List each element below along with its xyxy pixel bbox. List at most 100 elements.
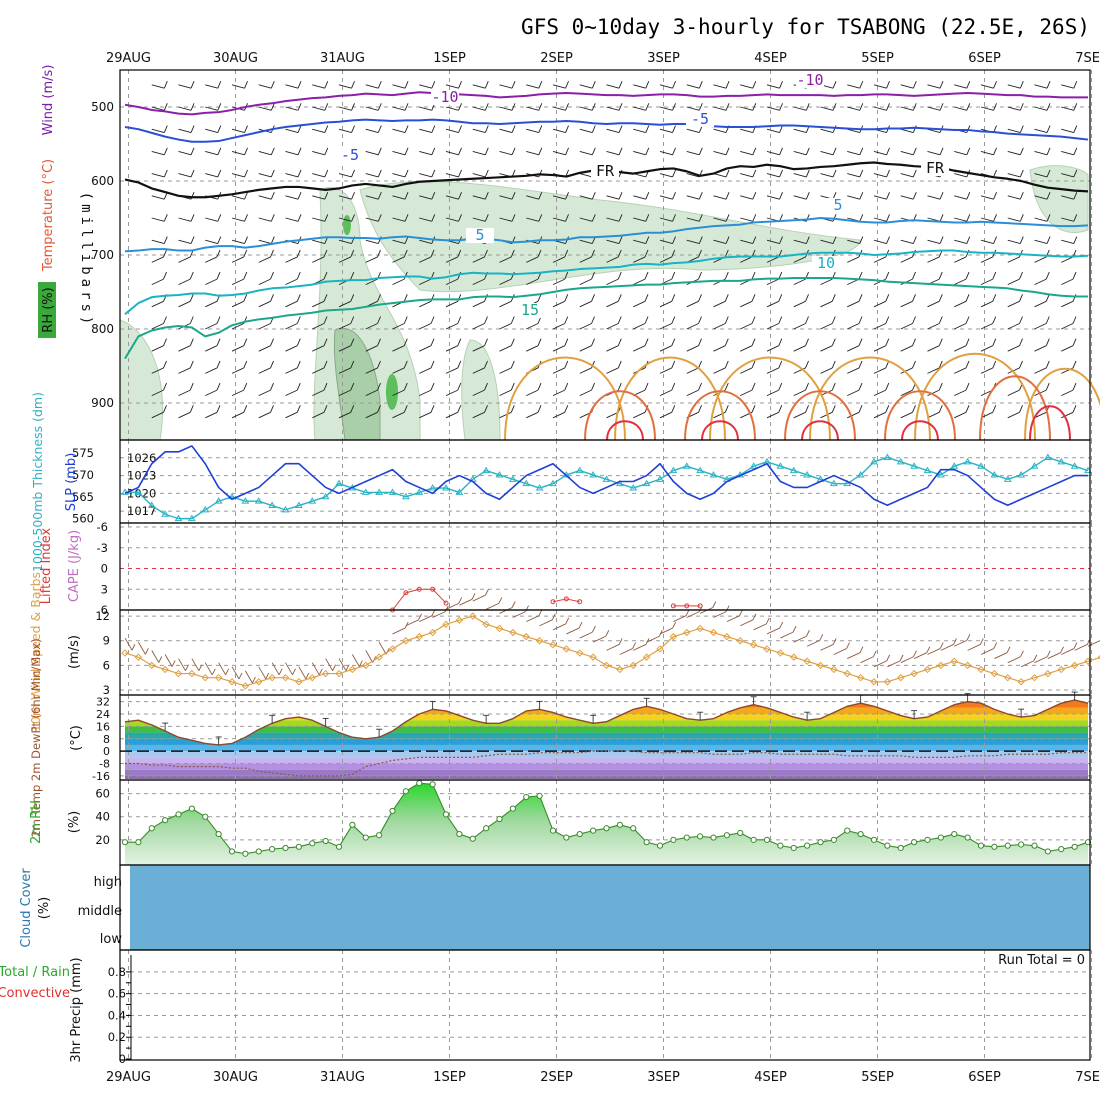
upper-wind-barb-flag [1073, 103, 1078, 111]
upper-wind-barb-flag [244, 125, 248, 133]
upper-wind-barb [419, 150, 432, 156]
upper-wind-barb [686, 195, 700, 200]
upper-wind-barb [392, 256, 405, 263]
upper-wind-barb [980, 278, 993, 286]
upper-wind-barb-flag [779, 191, 783, 200]
upper-wind-barb-flag [403, 360, 408, 369]
bottom-date-labels: 29AUG 30AUG 31AUG 1SEP 2SEP 3SEP 4SEP 5SEP 6SEP 7… [106, 1070, 1100, 1085]
upper-wind-barb [766, 300, 779, 308]
upper-wind-barb-flag [1045, 294, 1050, 302]
upper-wind-barb [285, 173, 299, 178]
upper-wind-barb [579, 239, 593, 244]
upper-wind-barb-flag [778, 294, 783, 302]
wind-speed-marker [642, 653, 651, 661]
thickness-marker [1070, 462, 1079, 469]
upper-wind-barb-flag [377, 214, 382, 222]
upper-wind-barb [419, 345, 432, 352]
upper-wind-barb [980, 217, 994, 222]
wind-speed-marker [763, 645, 771, 653]
upper-wind-barb [231, 367, 244, 374]
upper-wind-barb-flag [431, 80, 436, 89]
upper-wind-barb [392, 411, 405, 419]
upper-wind-barb [392, 84, 406, 89]
wind-speed-marker [910, 669, 918, 678]
warm-contour [1029, 405, 1071, 441]
upper-wind-barb [205, 323, 218, 330]
upper-wind-barb [633, 345, 646, 352]
upper-wind-barb [445, 300, 458, 308]
rh-shade-region [1029, 165, 1089, 233]
upper-wind-barb-flag [163, 405, 167, 413]
upper-wind-barb-flag [832, 80, 837, 89]
upper-wind-barb [793, 278, 806, 286]
upper-wind-barb [980, 345, 993, 352]
upper-wind-barb [659, 323, 672, 330]
wind-speed-marker [816, 661, 825, 670]
thickness-marker [495, 470, 504, 478]
upper-wind-barb [231, 217, 245, 222]
upper-wind-barb [873, 345, 886, 352]
upper-wind-barb-flag [912, 80, 917, 89]
warm-contour [801, 420, 839, 441]
upper-wind-barb [1061, 256, 1074, 263]
thickness-marker [214, 497, 223, 504]
upper-wind-barb-flag [163, 214, 168, 222]
upper-wind-barb-flag [617, 338, 622, 346]
upper-wind-barb-flag [751, 360, 756, 369]
upper-wind-barb-flag [698, 191, 703, 200]
upper-wind-barb [686, 323, 699, 330]
upper-wind-barb-flag [1072, 294, 1077, 302]
upper-wind-barb-flag [805, 147, 810, 155]
upper-wind-barb-flag [1046, 103, 1051, 111]
thickness-marker [1030, 462, 1039, 469]
upper-wind-barb [205, 217, 218, 222]
thickness-marker [709, 470, 718, 478]
upper-wind-barb [552, 367, 565, 374]
upper-wind-barb-flag [431, 191, 436, 200]
thickness-marker [896, 457, 905, 465]
wind-tick-label: 6 [103, 658, 110, 672]
upper-wind-barb [419, 195, 432, 200]
surface-wind-barb [298, 666, 307, 680]
upper-wind-barb [178, 217, 192, 222]
upper-wind-barb-flag [672, 236, 676, 244]
upper-wind-barb [285, 345, 298, 352]
precip-tick-label: 0.8 [108, 965, 126, 979]
upper-wind-barb [659, 150, 673, 156]
upper-wind-barb-flag [698, 236, 703, 244]
upper-wind-barb [365, 389, 378, 397]
surface-wind-barb [686, 611, 700, 618]
pressure-tick-label: 500 [91, 100, 114, 114]
li-tick-label: 6 [101, 603, 108, 617]
upper-wind-barb-flag [1046, 214, 1051, 222]
contour-label: FR [926, 159, 945, 177]
upper-wind-barb-flag [323, 249, 328, 258]
upper-wind-barb-flag [672, 147, 676, 155]
upper-wind-barb [338, 300, 351, 308]
upper-wind-barb-flag [1073, 169, 1078, 178]
rh-shade-core [386, 374, 398, 410]
surface-wind-barb-flag [699, 605, 703, 612]
upper-wind-barb-flag [270, 249, 274, 258]
upper-wind-barb [793, 300, 806, 308]
upper-wind-barb [606, 106, 620, 111]
upper-wind-barb [178, 128, 192, 133]
upper-wind-barb [579, 345, 592, 352]
upper-wind-barb-flag [698, 214, 703, 222]
upper-wind-barb [392, 195, 406, 200]
thickness-marker [629, 484, 638, 491]
upper-wind-barb [231, 411, 244, 419]
upper-wind-barb-flag [591, 214, 596, 222]
upper-wind-barb [499, 195, 513, 200]
wind-speed-marker [281, 673, 290, 682]
upper-wind-barb [820, 173, 834, 178]
upper-wind-barb-flag [779, 236, 783, 244]
upper-wind-barb [900, 323, 913, 330]
upper-wind-barb [820, 128, 834, 133]
upper-wind-barb-flag [752, 214, 757, 222]
surface-wind-barb-flag [953, 638, 957, 645]
upper-wind-barb-flag [565, 103, 569, 111]
upper-wind-barb-flag [965, 338, 970, 346]
wind-speed-marker [616, 665, 624, 674]
